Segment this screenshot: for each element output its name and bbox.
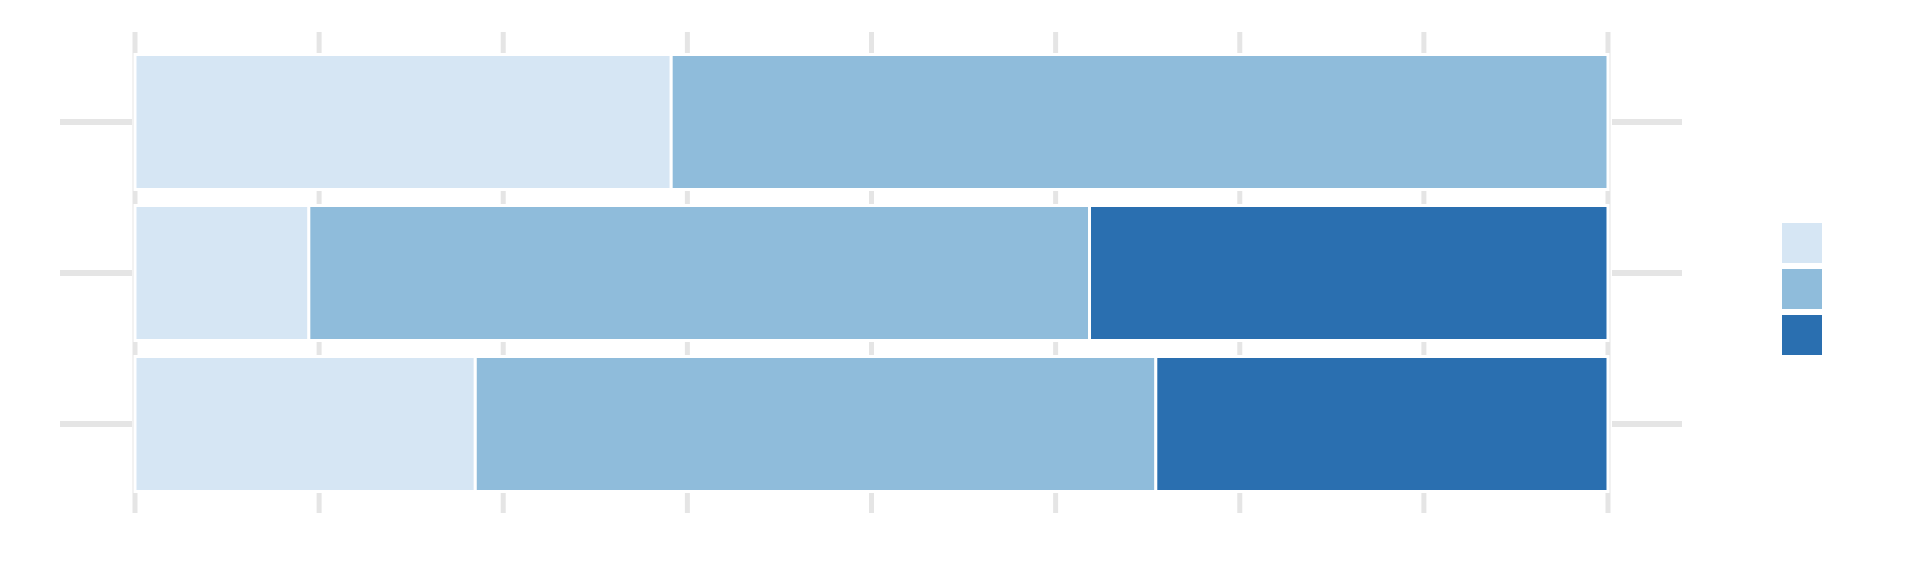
bar-segment-1-0 [133, 204, 311, 342]
bar-segment-2-2 [1154, 355, 1610, 493]
legend-swatch-2 [1782, 315, 1822, 355]
legend-swatch-0 [1782, 223, 1822, 263]
bar-segment-0-1 [669, 53, 1610, 191]
bar-segment-0-0 [133, 53, 673, 191]
bar-segment-2-0 [133, 355, 477, 493]
category-tick-layer [60, 119, 1682, 427]
legend-swatch-1 [1782, 269, 1822, 309]
bar-segment-1-2 [1088, 204, 1610, 342]
bar-segment-1-1 [307, 204, 1092, 342]
bar-segment-2-1 [473, 355, 1158, 493]
bar-layer [133, 53, 1610, 493]
legend [1782, 223, 1822, 355]
